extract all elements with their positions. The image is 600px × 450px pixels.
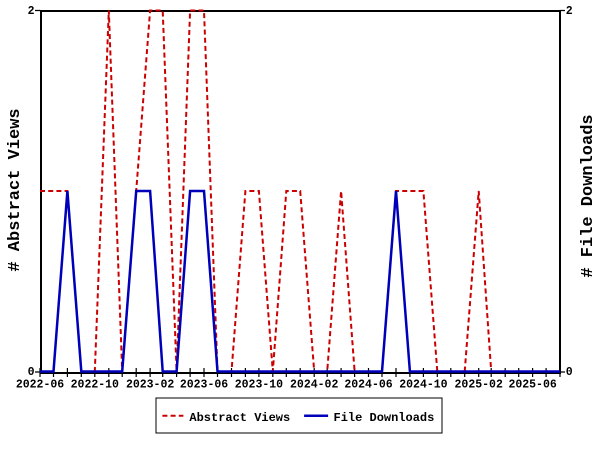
svg-text:# File Downloads: # File Downloads <box>579 114 598 277</box>
svg-text:2025-06: 2025-06 <box>508 379 556 392</box>
svg-text:2025-02: 2025-02 <box>455 379 503 392</box>
svg-text:2023-06: 2023-06 <box>180 379 228 392</box>
svg-text:2024-06: 2024-06 <box>344 379 392 392</box>
svg-text:2024-02: 2024-02 <box>290 379 338 392</box>
svg-text:2022-06: 2022-06 <box>16 379 64 392</box>
svg-text:2022-10: 2022-10 <box>71 379 119 392</box>
svg-text:Abstract Views: Abstract Views <box>189 411 290 425</box>
svg-text:0: 0 <box>28 366 35 379</box>
svg-text:2023-10: 2023-10 <box>235 379 283 392</box>
svg-text:# Abstract Views: # Abstract Views <box>6 108 25 271</box>
svg-text:2023-02: 2023-02 <box>126 379 174 392</box>
svg-text:2: 2 <box>28 5 35 18</box>
svg-text:2: 2 <box>566 5 573 18</box>
svg-text:2024-10: 2024-10 <box>399 379 447 392</box>
svg-text:0: 0 <box>566 366 573 379</box>
svg-text:File Downloads: File Downloads <box>334 411 435 425</box>
